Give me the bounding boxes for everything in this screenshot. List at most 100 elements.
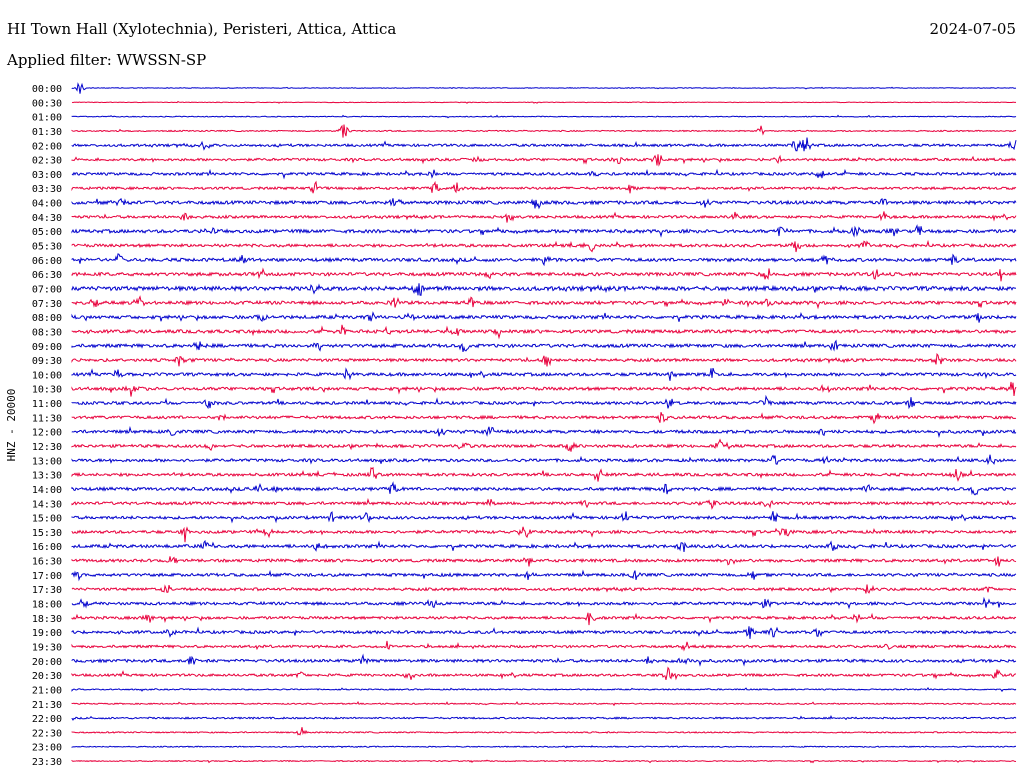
row-label: 10:00 <box>32 370 62 381</box>
trace-line <box>71 526 1017 543</box>
trace-line <box>71 569 1017 582</box>
trace-line <box>71 124 1017 138</box>
trace-line <box>71 82 1017 94</box>
trace-line <box>71 727 1017 736</box>
row-label: 17:30 <box>32 585 62 596</box>
row-label: 00:00 <box>32 84 62 95</box>
row-label: 15:30 <box>32 528 62 539</box>
row-label: 15:00 <box>32 514 62 525</box>
row-label: 18:00 <box>32 600 62 611</box>
row-label: 04:30 <box>32 213 62 224</box>
trace-line <box>71 239 1017 253</box>
trace-line <box>71 353 1017 367</box>
row-label: 06:00 <box>32 256 62 267</box>
trace-line <box>71 700 1017 707</box>
trace-line <box>71 267 1017 282</box>
trace-line <box>71 100 1017 104</box>
row-label: 01:30 <box>32 127 62 138</box>
row-label: 16:30 <box>32 557 62 568</box>
row-label: 05:00 <box>32 227 62 238</box>
row-label: 18:30 <box>32 614 62 625</box>
station-title: HI Town Hall (Xylotechnia), Peristeri, A… <box>7 20 397 38</box>
trace-line <box>71 653 1017 667</box>
row-label: 17:00 <box>32 571 62 582</box>
row-label: 05:30 <box>32 242 62 253</box>
trace-line <box>71 394 1017 410</box>
trace-line <box>71 295 1017 310</box>
trace-line <box>71 324 1017 340</box>
row-label: 23:00 <box>32 743 62 754</box>
trace-line <box>71 454 1017 466</box>
row-label: 08:00 <box>32 313 62 324</box>
trace-line <box>71 511 1017 524</box>
trace-line <box>71 584 1017 594</box>
row-label: 13:00 <box>32 456 62 467</box>
plot-date: 2024-07-05 <box>929 20 1016 38</box>
row-label: 12:30 <box>32 442 62 453</box>
row-label: 07:30 <box>32 299 62 310</box>
row-label: 01:00 <box>32 113 62 124</box>
trace-line <box>71 224 1017 238</box>
trace-line <box>71 197 1017 210</box>
trace-line <box>71 626 1017 639</box>
row-label: 00:30 <box>32 98 62 109</box>
trace-line <box>71 154 1017 167</box>
trace-line <box>71 381 1017 397</box>
row-label: 12:00 <box>32 428 62 439</box>
trace-line <box>71 666 1016 681</box>
row-label: 04:00 <box>32 199 62 210</box>
trace-line <box>71 612 1017 626</box>
trace-line <box>71 759 1017 764</box>
trace-line <box>71 311 1017 323</box>
row-label: 21:00 <box>32 685 62 696</box>
row-label: 21:30 <box>32 700 62 711</box>
trace-line <box>71 745 1017 749</box>
row-label: 06:30 <box>32 270 62 281</box>
row-label: 19:30 <box>32 642 62 653</box>
trace-line <box>71 596 1017 610</box>
row-label: 19:00 <box>32 628 62 639</box>
y-axis-label: HNZ - 20000 <box>5 389 18 462</box>
trace-line <box>71 425 1017 439</box>
row-label: 22:00 <box>32 714 62 725</box>
trace-line <box>71 481 1017 496</box>
trace-line <box>71 253 1017 267</box>
row-label: 08:30 <box>32 327 62 338</box>
trace-line <box>71 715 1017 721</box>
row-label: 07:00 <box>32 284 62 295</box>
row-label: 09:30 <box>32 356 62 367</box>
filter-label: Applied filter: WWSSN-SP <box>7 51 207 69</box>
trace-line <box>71 497 1017 510</box>
trace-line <box>71 114 1017 119</box>
trace-line <box>71 640 1017 652</box>
row-label: 16:00 <box>32 542 62 553</box>
row-label: 22:30 <box>32 728 62 739</box>
trace-line <box>71 180 1017 194</box>
trace-line <box>71 686 1017 693</box>
row-label: 09:00 <box>32 342 62 353</box>
row-label: 20:30 <box>32 671 62 682</box>
row-label: 11:00 <box>32 399 62 410</box>
trace-line <box>71 438 1017 452</box>
trace-line <box>71 367 1017 381</box>
trace-line <box>71 539 1017 553</box>
trace-line <box>71 339 1017 353</box>
row-label: 23:30 <box>32 757 62 768</box>
trace-line <box>71 137 1017 152</box>
row-label: 14:30 <box>32 499 62 510</box>
row-label: 11:30 <box>32 413 62 424</box>
trace-line <box>71 168 1017 180</box>
row-label: 03:30 <box>32 184 62 195</box>
trace-line <box>71 412 1017 425</box>
row-label: 20:00 <box>32 657 62 668</box>
trace-line <box>71 283 1017 296</box>
row-labels: 00:00 00:30 01:00 01:30 02:00 02:30 03:00 03:30… <box>32 84 62 768</box>
trace-line <box>71 556 1017 567</box>
seismic-traces <box>71 82 1017 764</box>
row-label: 02:00 <box>32 141 62 152</box>
row-label: 02:30 <box>32 156 62 167</box>
row-label: 10:30 <box>32 385 62 396</box>
row-label: 14:00 <box>32 485 62 496</box>
trace-line <box>71 466 1017 482</box>
